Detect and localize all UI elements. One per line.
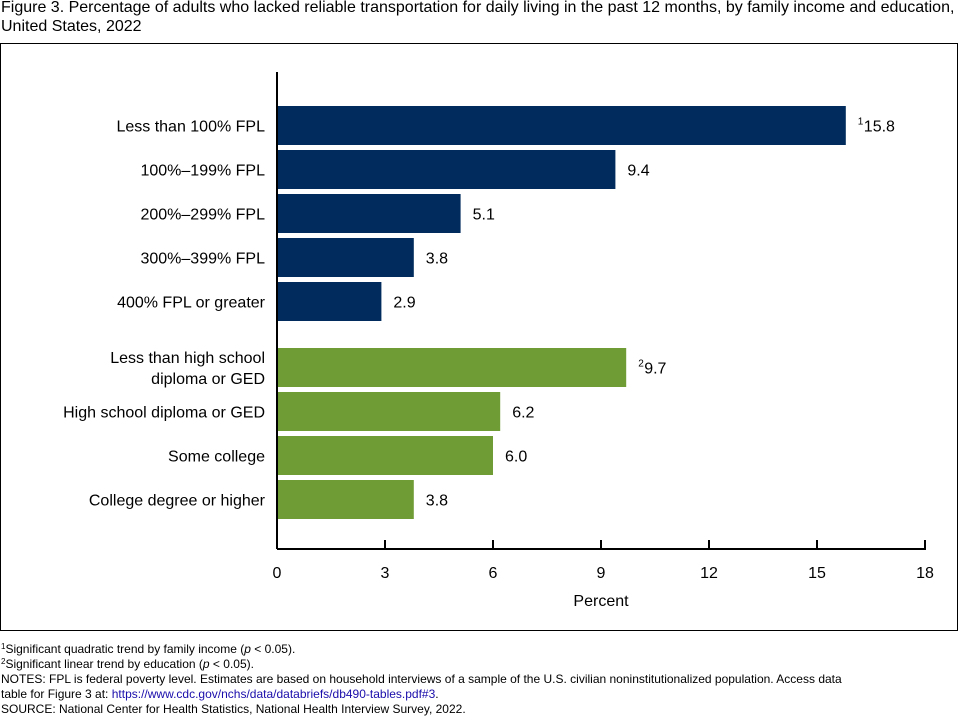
bar — [277, 392, 501, 431]
data-label: 6.2 — [512, 405, 534, 422]
bar — [277, 106, 846, 145]
footnote-1-mark: 1 — [1, 642, 6, 651]
x-tick-label: 15 — [808, 565, 826, 582]
notes-line-2-prefix: table for Figure 3 at: — [1, 687, 112, 701]
data-label: 3.8 — [426, 493, 448, 510]
bar-chart: Less than 100% FPL 1 15.8 100%–199% FPL 9.4 2… — [63, 72, 934, 610]
category-label: 300%–399% FPL — [140, 251, 265, 268]
footnote-marker: 1 — [858, 117, 864, 128]
data-label: 9.4 — [627, 163, 649, 180]
bar — [277, 194, 461, 233]
bar — [277, 282, 382, 321]
category-label: diploma or GED — [151, 371, 265, 388]
data-label: 15.8 — [864, 119, 895, 136]
bar — [277, 436, 493, 475]
footnote-marker: 2 — [638, 359, 644, 370]
x-tick-label: 12 — [700, 565, 718, 582]
source-line: SOURCE: National Center for Health Stati… — [1, 702, 466, 716]
category-label: Less than 100% FPL — [116, 119, 265, 136]
category-label: 400% FPL or greater — [117, 295, 266, 312]
x-axis-title: Percent — [573, 593, 629, 610]
bar — [277, 238, 414, 277]
footnote-2-text: Significant linear trend by education ( — [5, 657, 203, 671]
figure-title: Figure 3. Percentage of adults who lacke… — [1, 0, 955, 35]
notes-line-2: table for Figure 3 at: https://www.cdc.g… — [1, 687, 956, 702]
x-tick-label: 18 — [916, 565, 934, 582]
footnote-1-italic: p — [244, 642, 251, 656]
x-tick-label: 3 — [381, 565, 390, 582]
footnote-1-tail: < 0.05). — [250, 642, 296, 656]
category-label: Less than high school — [110, 350, 265, 367]
data-label: 9.7 — [644, 361, 666, 378]
footnote-2-tail: < 0.05). — [209, 657, 254, 671]
bar — [277, 348, 627, 387]
data-label: 5.1 — [473, 207, 495, 224]
footnote-2: 2Significant linear trend by education (… — [1, 657, 956, 672]
notes-line-2-suffix: . — [435, 687, 439, 701]
x-tick-label: 0 — [273, 565, 282, 582]
chart-frame: Less than 100% FPL 1 15.8 100%–199% FPL 9.4 2… — [0, 43, 958, 631]
data-label: 2.9 — [393, 295, 415, 312]
category-label: High school diploma or GED — [63, 405, 265, 422]
x-tick-label: 6 — [489, 565, 498, 582]
data-label: 3.8 — [426, 251, 448, 268]
category-label: 100%–199% FPL — [140, 163, 265, 180]
footnotes: 1Significant quadratic trend by family i… — [1, 642, 956, 717]
bar — [277, 480, 414, 519]
category-label: Some college — [168, 449, 265, 466]
bar — [277, 150, 616, 189]
footnote-1: 1Significant quadratic trend by family i… — [1, 642, 956, 657]
data-table-link[interactable]: https://www.cdc.gov/nchs/data/databriefs… — [111, 687, 436, 701]
notes-line-1: NOTES: FPL is federal poverty level. Est… — [1, 672, 842, 686]
x-tick-label: 9 — [597, 565, 606, 582]
footnote-2-italic: p — [202, 657, 210, 671]
category-label: College degree or higher — [89, 493, 266, 510]
category-label: 200%–299% FPL — [140, 207, 265, 224]
data-label: 6.0 — [505, 449, 527, 466]
footnote-1-text: Significant quadratic trend by family in… — [5, 642, 245, 656]
footnote-2-mark: 2 — [1, 657, 6, 666]
bars-layer — [277, 106, 846, 519]
labels-layer: Less than 100% FPL 1 15.8 100%–199% FPL 9.4 2… — [63, 117, 895, 510]
